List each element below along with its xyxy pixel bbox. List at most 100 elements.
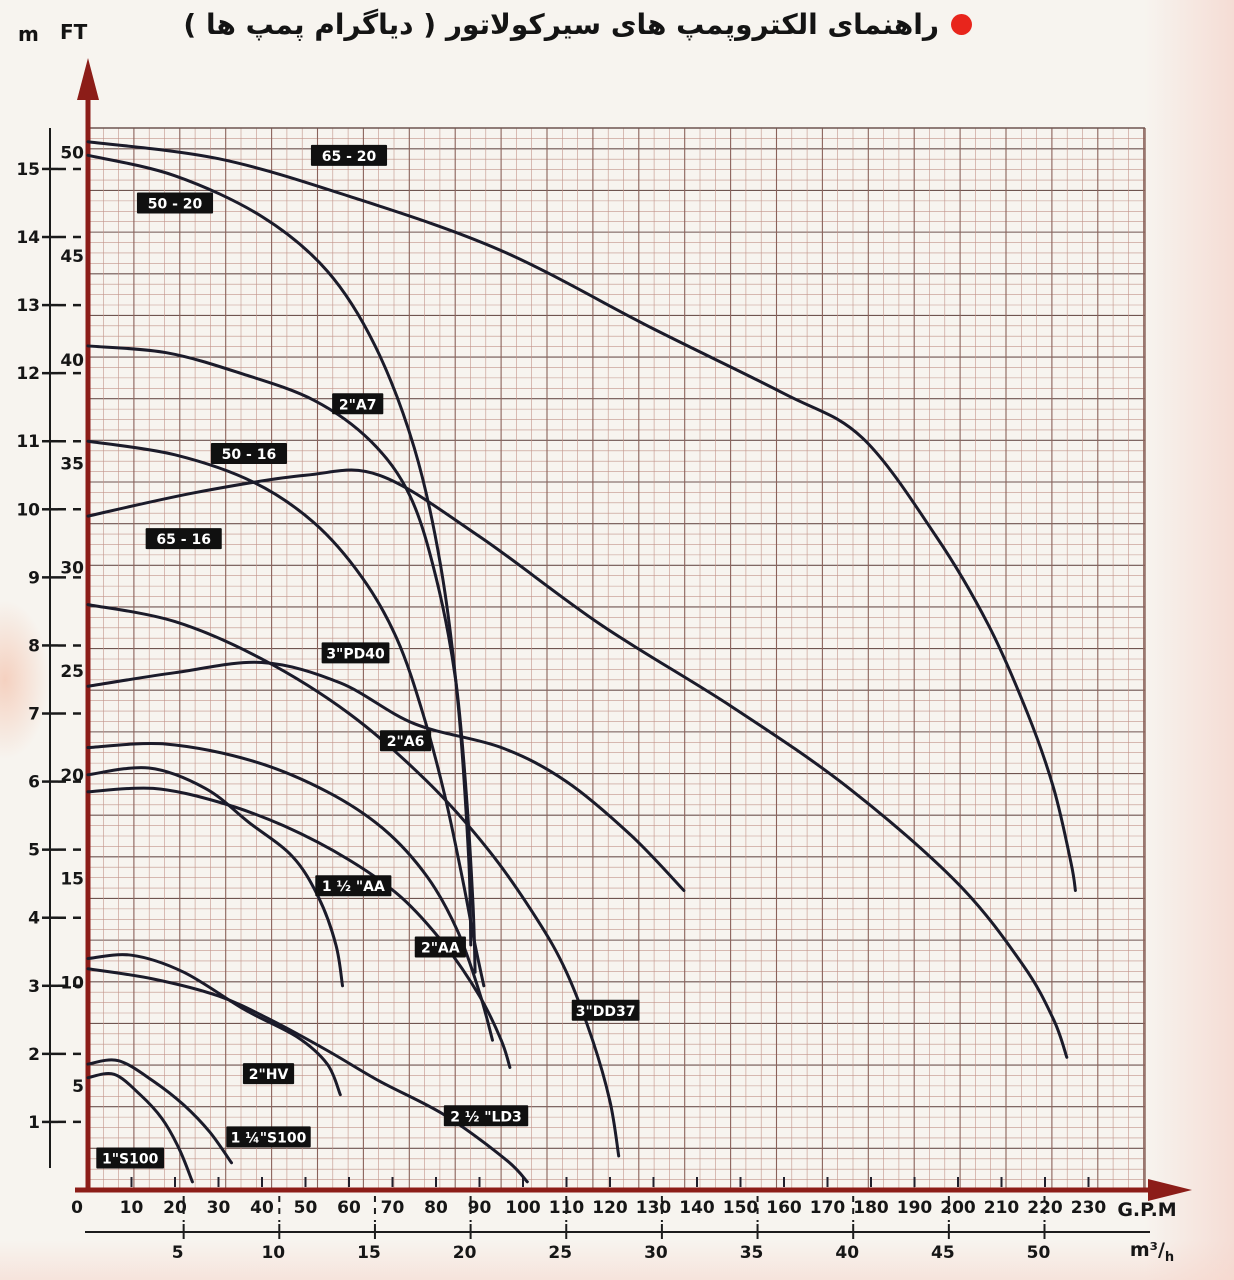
curve-label-box <box>136 192 214 214</box>
gpm-tick-label: 120 <box>592 1198 628 1218</box>
pump-curve <box>86 140 1077 892</box>
pump-curve <box>86 1058 233 1165</box>
gpm-tick-label: 90 <box>468 1198 492 1218</box>
m-tick-label: 11 <box>16 432 40 452</box>
x-axis-unit-m3h: m³/h <box>1130 1239 1174 1265</box>
ft-tick-label: 15 <box>60 870 84 890</box>
gpm-tick-label: 30 <box>207 1198 231 1218</box>
curve-label-box <box>310 144 388 166</box>
pump-curve <box>86 468 1069 1059</box>
m3h-tick-label: 35 <box>740 1243 764 1263</box>
pump-curve <box>86 953 342 1097</box>
curve-label-box <box>315 875 392 897</box>
m-tick-label: 15 <box>16 160 40 180</box>
curve-label-box <box>332 393 384 415</box>
pump-curve <box>86 766 344 988</box>
curve-label-box <box>210 442 287 464</box>
curve-label-text: 2 ½ "LD3 <box>450 1109 522 1125</box>
x-axis-arrowhead <box>1148 1179 1192 1201</box>
pump-curve <box>86 439 486 988</box>
m3h-tick-label: 40 <box>835 1243 859 1263</box>
m3h-tick-label: 5 <box>172 1243 184 1263</box>
page-title: راهنمای الکتروپمپ های سیرکولاتور ( دیاگر… <box>183 8 939 41</box>
m-tick-label: 13 <box>16 296 40 316</box>
curve-label-box <box>414 936 466 958</box>
ft-tick-label: 35 <box>60 455 84 475</box>
m3h-tick-label: 20 <box>453 1243 477 1263</box>
gpm-tick-label: 40 <box>250 1198 274 1218</box>
curve-label-text: 65 - 20 <box>322 149 377 165</box>
ft-tick-label: 40 <box>60 351 84 371</box>
gpm-tick-label: 200 <box>940 1198 976 1218</box>
gpm-tick-label: 10 <box>120 1198 144 1218</box>
pump-curve <box>86 1072 194 1184</box>
gpm-tick-label: 140 <box>679 1198 715 1218</box>
m-tick-label: 5 <box>28 841 40 861</box>
curve-label-box <box>242 1063 295 1085</box>
y-axis-unit-m: m <box>18 22 39 46</box>
m-tick-label: 3 <box>28 977 40 997</box>
m-tick-label: 1 <box>28 1113 40 1133</box>
ft-tick-label: 50 <box>60 143 84 163</box>
m-tick-label: 2 <box>28 1045 40 1065</box>
m3h-tick-label: 45 <box>931 1243 955 1263</box>
curve-label-text: 2"A6 <box>387 734 425 750</box>
curve-label-text: 2"AA <box>421 940 460 956</box>
pump-curve <box>86 603 621 1158</box>
m-tick-label: 7 <box>28 705 40 725</box>
ft-tick-label: 30 <box>60 558 84 578</box>
ft-tick-label: 5 <box>72 1077 84 1097</box>
curve-label-text: 50 - 16 <box>222 447 277 463</box>
gpm-tick-label: 150 <box>723 1198 759 1218</box>
gpm-tick-label: 100 <box>505 1198 541 1218</box>
curve-label-text: 2"A7 <box>339 397 377 413</box>
gpm-tick-label: 80 <box>424 1198 448 1218</box>
pump-curve <box>86 967 529 1184</box>
curve-label-box <box>96 1147 165 1169</box>
gpm-tick-label: 160 <box>766 1198 802 1218</box>
curve-label-box <box>443 1105 529 1127</box>
gpm-tick-label: 130 <box>636 1198 672 1218</box>
curve-label-text: 3"PD40 <box>326 646 385 662</box>
m-tick-label: 8 <box>28 636 40 656</box>
m-tick-label: 6 <box>28 773 40 793</box>
gpm-tick-label: 230 <box>1071 1198 1107 1218</box>
pump-curve <box>86 660 686 892</box>
gpm-tick-label: 60 <box>337 1198 361 1218</box>
curve-label-text: 65 - 16 <box>156 532 211 548</box>
y-axis-arrowhead <box>77 58 99 100</box>
curve-label-box <box>379 730 432 752</box>
m3h-tick-label: 10 <box>261 1243 285 1263</box>
m3h-tick-label: 50 <box>1027 1243 1051 1263</box>
pump-curve <box>86 786 512 1069</box>
gpm-tick-label: 0 <box>71 1198 83 1218</box>
gpm-tick-label: 20 <box>163 1198 187 1218</box>
pump-curve <box>86 344 477 974</box>
curve-label-box <box>571 999 640 1021</box>
m3h-tick-label: 15 <box>357 1243 381 1263</box>
m3h-tick-label: 25 <box>548 1243 572 1263</box>
gpm-tick-label: 180 <box>853 1198 889 1218</box>
gpm-tick-label: 210 <box>984 1198 1020 1218</box>
curve-label-text: 1 ½ "AA <box>322 879 385 895</box>
pump-curve <box>86 742 494 1042</box>
curve-label-box <box>226 1126 311 1148</box>
curve-label-text: 3"DD37 <box>576 1004 636 1020</box>
m-tick-label: 14 <box>16 228 40 248</box>
gpm-tick-label: 50 <box>294 1198 318 1218</box>
curve-label-text: 1 ¼"S100 <box>231 1130 307 1146</box>
ft-tick-label: 45 <box>60 247 84 267</box>
ft-tick-label: 20 <box>60 766 84 786</box>
m-tick-label: 12 <box>16 364 40 384</box>
ft-tick-label: 25 <box>60 662 84 682</box>
curve-label-box <box>145 528 222 550</box>
ft-tick-label: 10 <box>60 973 84 993</box>
m-tick-label: 10 <box>16 500 40 520</box>
m-tick-label: 4 <box>28 909 40 929</box>
gpm-tick-label: 170 <box>810 1198 846 1218</box>
gpm-tick-label: 190 <box>897 1198 933 1218</box>
curve-label-box <box>321 642 390 664</box>
x-axis-unit-gpm: G.P.M <box>1117 1199 1176 1221</box>
